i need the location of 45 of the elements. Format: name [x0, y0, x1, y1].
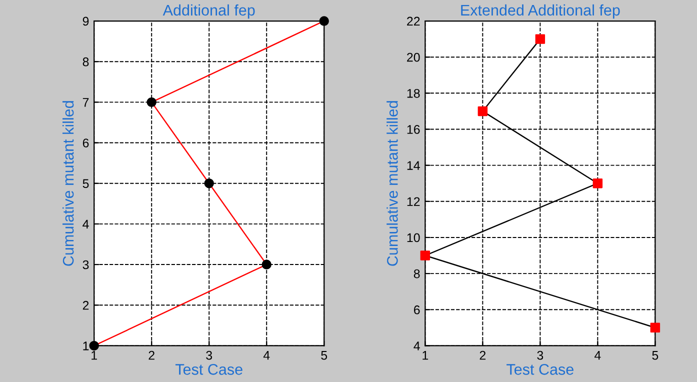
y-tick-label: 10	[407, 233, 420, 242]
y-tick-label: 2	[82, 300, 89, 310]
point	[262, 260, 272, 270]
x-tick-label: 2	[148, 350, 154, 360]
point	[420, 250, 430, 260]
x-axis-title: Test Case	[506, 364, 574, 375]
y-tick-label: 18	[407, 88, 420, 98]
x-tick-label: 5	[321, 351, 328, 360]
y-tick-label: 5	[82, 179, 89, 188]
y-tick-label: 16	[407, 125, 420, 134]
x-tick-label: 3	[206, 350, 212, 360]
point	[478, 106, 488, 116]
y-tick-label: 4	[414, 342, 420, 350]
point	[204, 178, 214, 188]
chart-title: Extended Additional fep	[461, 4, 620, 19]
point	[535, 34, 546, 44]
x-tick-label: 4	[594, 351, 601, 360]
chart-title: Additional fep	[162, 4, 255, 19]
x-tick-label: 1	[422, 351, 428, 360]
point	[592, 178, 603, 188]
point	[319, 16, 329, 26]
point	[650, 322, 660, 333]
x-axis-title: Test Case	[175, 364, 242, 375]
y-axis-title: Cumulative mutant killed	[62, 101, 74, 266]
y-tick-label: 20	[407, 52, 420, 62]
y-tick-label: 7	[82, 98, 89, 107]
x-tick-label: 1	[92, 351, 97, 360]
x-tick-label: 4	[263, 351, 270, 360]
y-tick-label: 3	[82, 260, 89, 270]
y-tick-label: 1	[83, 342, 89, 350]
point	[89, 340, 99, 351]
x-tick-label: 5	[652, 351, 658, 360]
y-tick-label: 8	[82, 57, 89, 66]
x-tick-label: 3	[537, 350, 544, 360]
y-tick-label: 9	[82, 16, 89, 26]
y-tick-label: 14	[407, 161, 420, 170]
y-tick-label: 4	[82, 220, 89, 228]
x-tick-label: 2	[480, 350, 486, 360]
point	[146, 97, 156, 108]
y-tick-label: 6	[82, 138, 89, 148]
y-tick-label: 8	[414, 269, 420, 278]
y-tick-label: 12	[407, 197, 420, 206]
y-tick-label: 22	[407, 16, 420, 26]
y-axis-title: Cumulative mutant killed	[386, 101, 398, 266]
y-tick-label: 6	[414, 305, 420, 314]
